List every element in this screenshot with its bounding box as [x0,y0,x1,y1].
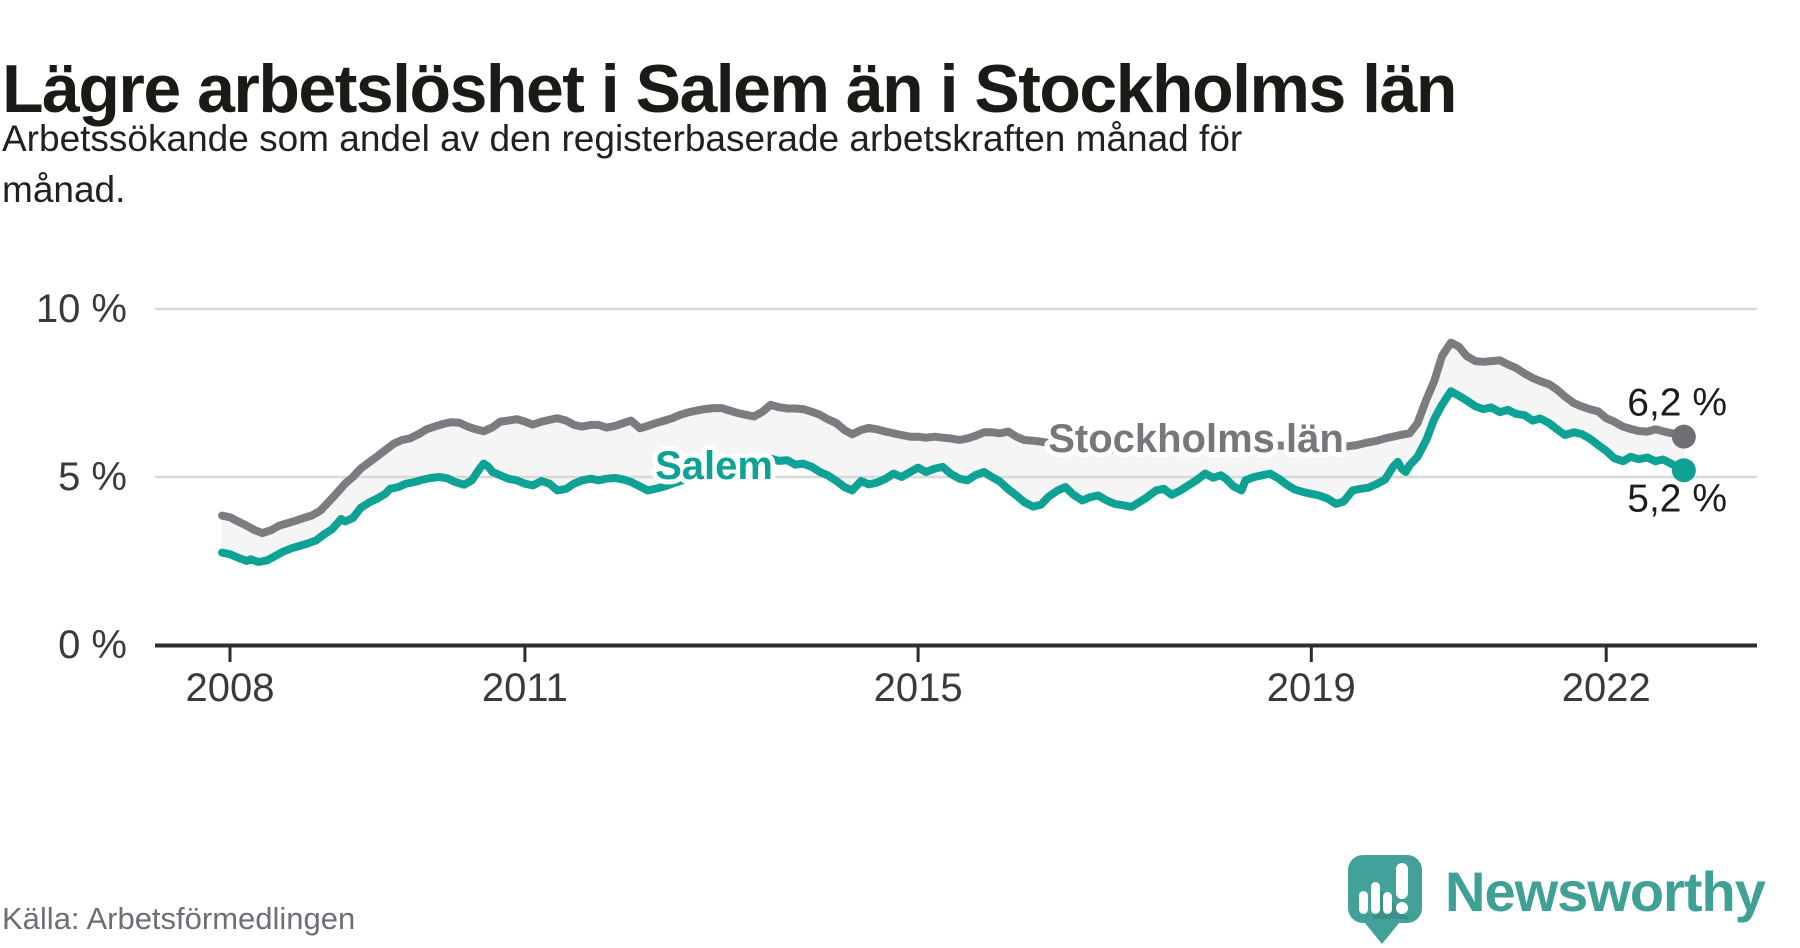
chart-subtitle: Arbetssökande som andel av den registerb… [2,113,1482,215]
end-dot-stockholms-lan [1671,424,1696,449]
page-title: Lägre arbetslöshet i Salem än i Stockhol… [2,50,1457,127]
x-tick-label-2008: 2008 [186,666,275,710]
logo-exclamation-bar [1396,863,1408,899]
newsworthy-logo-icon [1348,855,1422,944]
logo-exclamation-dot [1396,902,1408,914]
source-credit: Källa: Arbetsförmedlingen [2,901,356,936]
logo-bubble-tail [1360,917,1404,944]
series-gap-band [222,342,1684,562]
brand-wordmark: Newsworthy [1445,860,1766,923]
series-line-stockholms-lan [218,338,1688,538]
newsworthy-brand: Newsworthy [1348,855,1766,947]
y-tick-label-5pct: 5 % [58,455,127,499]
logo-bar-3 [1383,892,1392,914]
x-tick-label-2022: 2022 [1562,666,1651,710]
end-dot-salem [1671,458,1696,483]
series-line-salem [218,387,1688,566]
x-tick-label-2019: 2019 [1267,666,1356,710]
y-tick-label-10pct: 10 % [36,287,127,331]
end-value-label-stockholms-lan: 6,2 % [1627,382,1727,425]
y-tick-label-0pct: 0 % [58,623,127,667]
x-tick-label-2011: 2011 [482,666,568,710]
subtitle-line-1: Arbetssökande som andel av den registerb… [2,118,1243,159]
logo-bar-2 [1371,882,1380,914]
x-tick-label-2015: 2015 [874,666,963,710]
end-value-label-salem: 5,2 % [1627,477,1727,520]
series-label-stockholms-lan: Stockholms län [1048,417,1344,461]
series-label-salem: Salem [655,444,773,488]
subtitle-line-2: månad. [2,169,126,210]
logo-bar-1 [1359,891,1368,914]
